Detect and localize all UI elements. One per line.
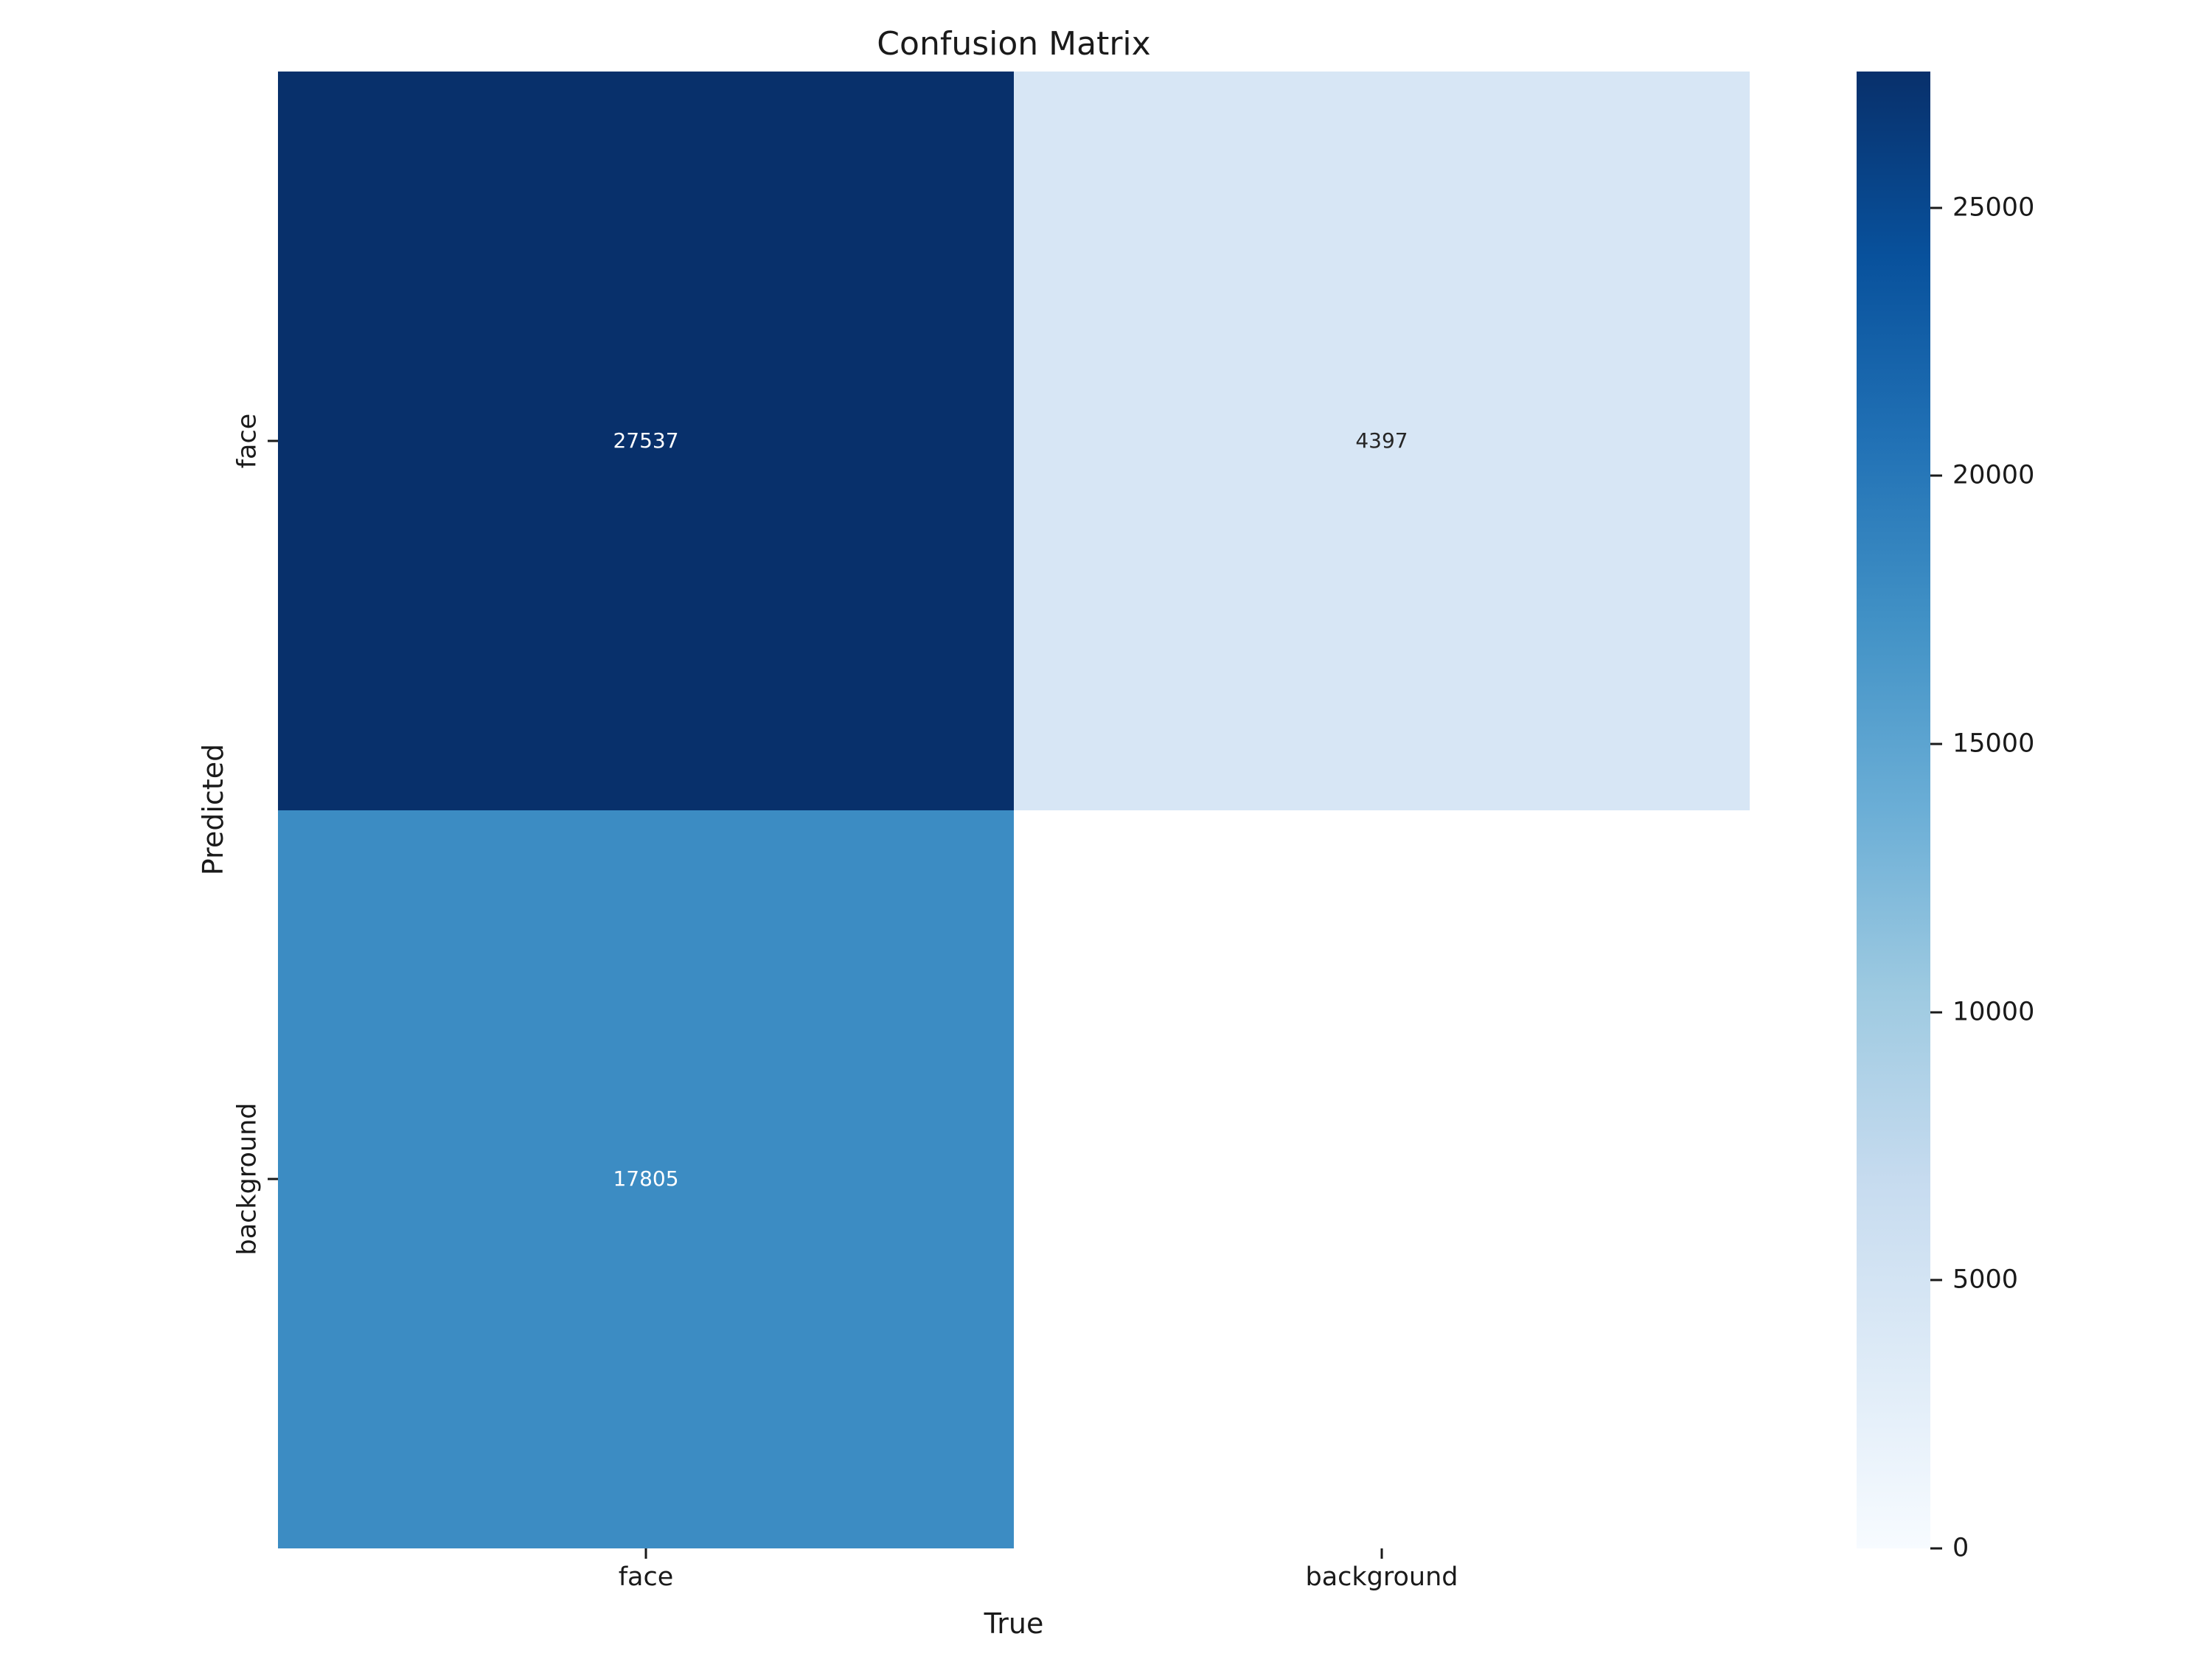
x-axis-label: True [984, 1607, 1044, 1640]
colorbar-tick-mark [1930, 1011, 1942, 1014]
x-tick-label: face [618, 1562, 674, 1592]
cell-annotation-1-0: 17805 [613, 1166, 679, 1192]
colorbar-tick-mark [1930, 1547, 1942, 1550]
chart-title: Confusion Matrix [877, 25, 1151, 63]
colorbar-tick-label: 25000 [1952, 192, 2035, 223]
x-tick-mark [644, 1548, 647, 1559]
colorbar-tick-label: 10000 [1952, 997, 2035, 1027]
colorbar [1857, 72, 1930, 1548]
heatmap-cell-0-1: 4397 [1014, 72, 1750, 810]
colorbar-tick-mark [1930, 474, 1942, 477]
y-axis-ticks: face background [0, 72, 278, 1548]
heatmap: 27537 4397 17805 [278, 72, 1750, 1548]
y-tick-label: face [232, 413, 262, 469]
heatmap-cell-0-0: 27537 [278, 72, 1014, 810]
y-tick-mark [268, 1178, 278, 1180]
heatmap-cell-1-1 [1014, 810, 1750, 1548]
colorbar-tick-label: 5000 [1952, 1265, 2019, 1295]
y-tick-mark [268, 439, 278, 442]
colorbar-tick-label: 0 [1952, 1533, 1969, 1563]
colorbar-tick-label: 15000 [1952, 728, 2035, 759]
x-tick-label: background [1305, 1562, 1458, 1592]
y-tick-label: background [232, 1102, 262, 1256]
cell-annotation-0-0: 27537 [613, 428, 679, 453]
colorbar-tick-mark [1930, 206, 1942, 209]
x-tick-mark [1380, 1548, 1383, 1559]
colorbar-tick-mark [1930, 1279, 1942, 1281]
cell-annotation-0-1: 4397 [1355, 428, 1408, 453]
colorbar-ticks: 0 5000 10000 15000 20000 25000 [1930, 72, 2078, 1561]
heatmap-cell-1-0: 17805 [278, 810, 1014, 1548]
y-axis-label: Predicted [197, 743, 230, 876]
colorbar-tick-mark [1930, 742, 1942, 745]
colorbar-tick-label: 20000 [1952, 460, 2035, 490]
x-axis-ticks: face background [278, 1548, 1750, 1637]
